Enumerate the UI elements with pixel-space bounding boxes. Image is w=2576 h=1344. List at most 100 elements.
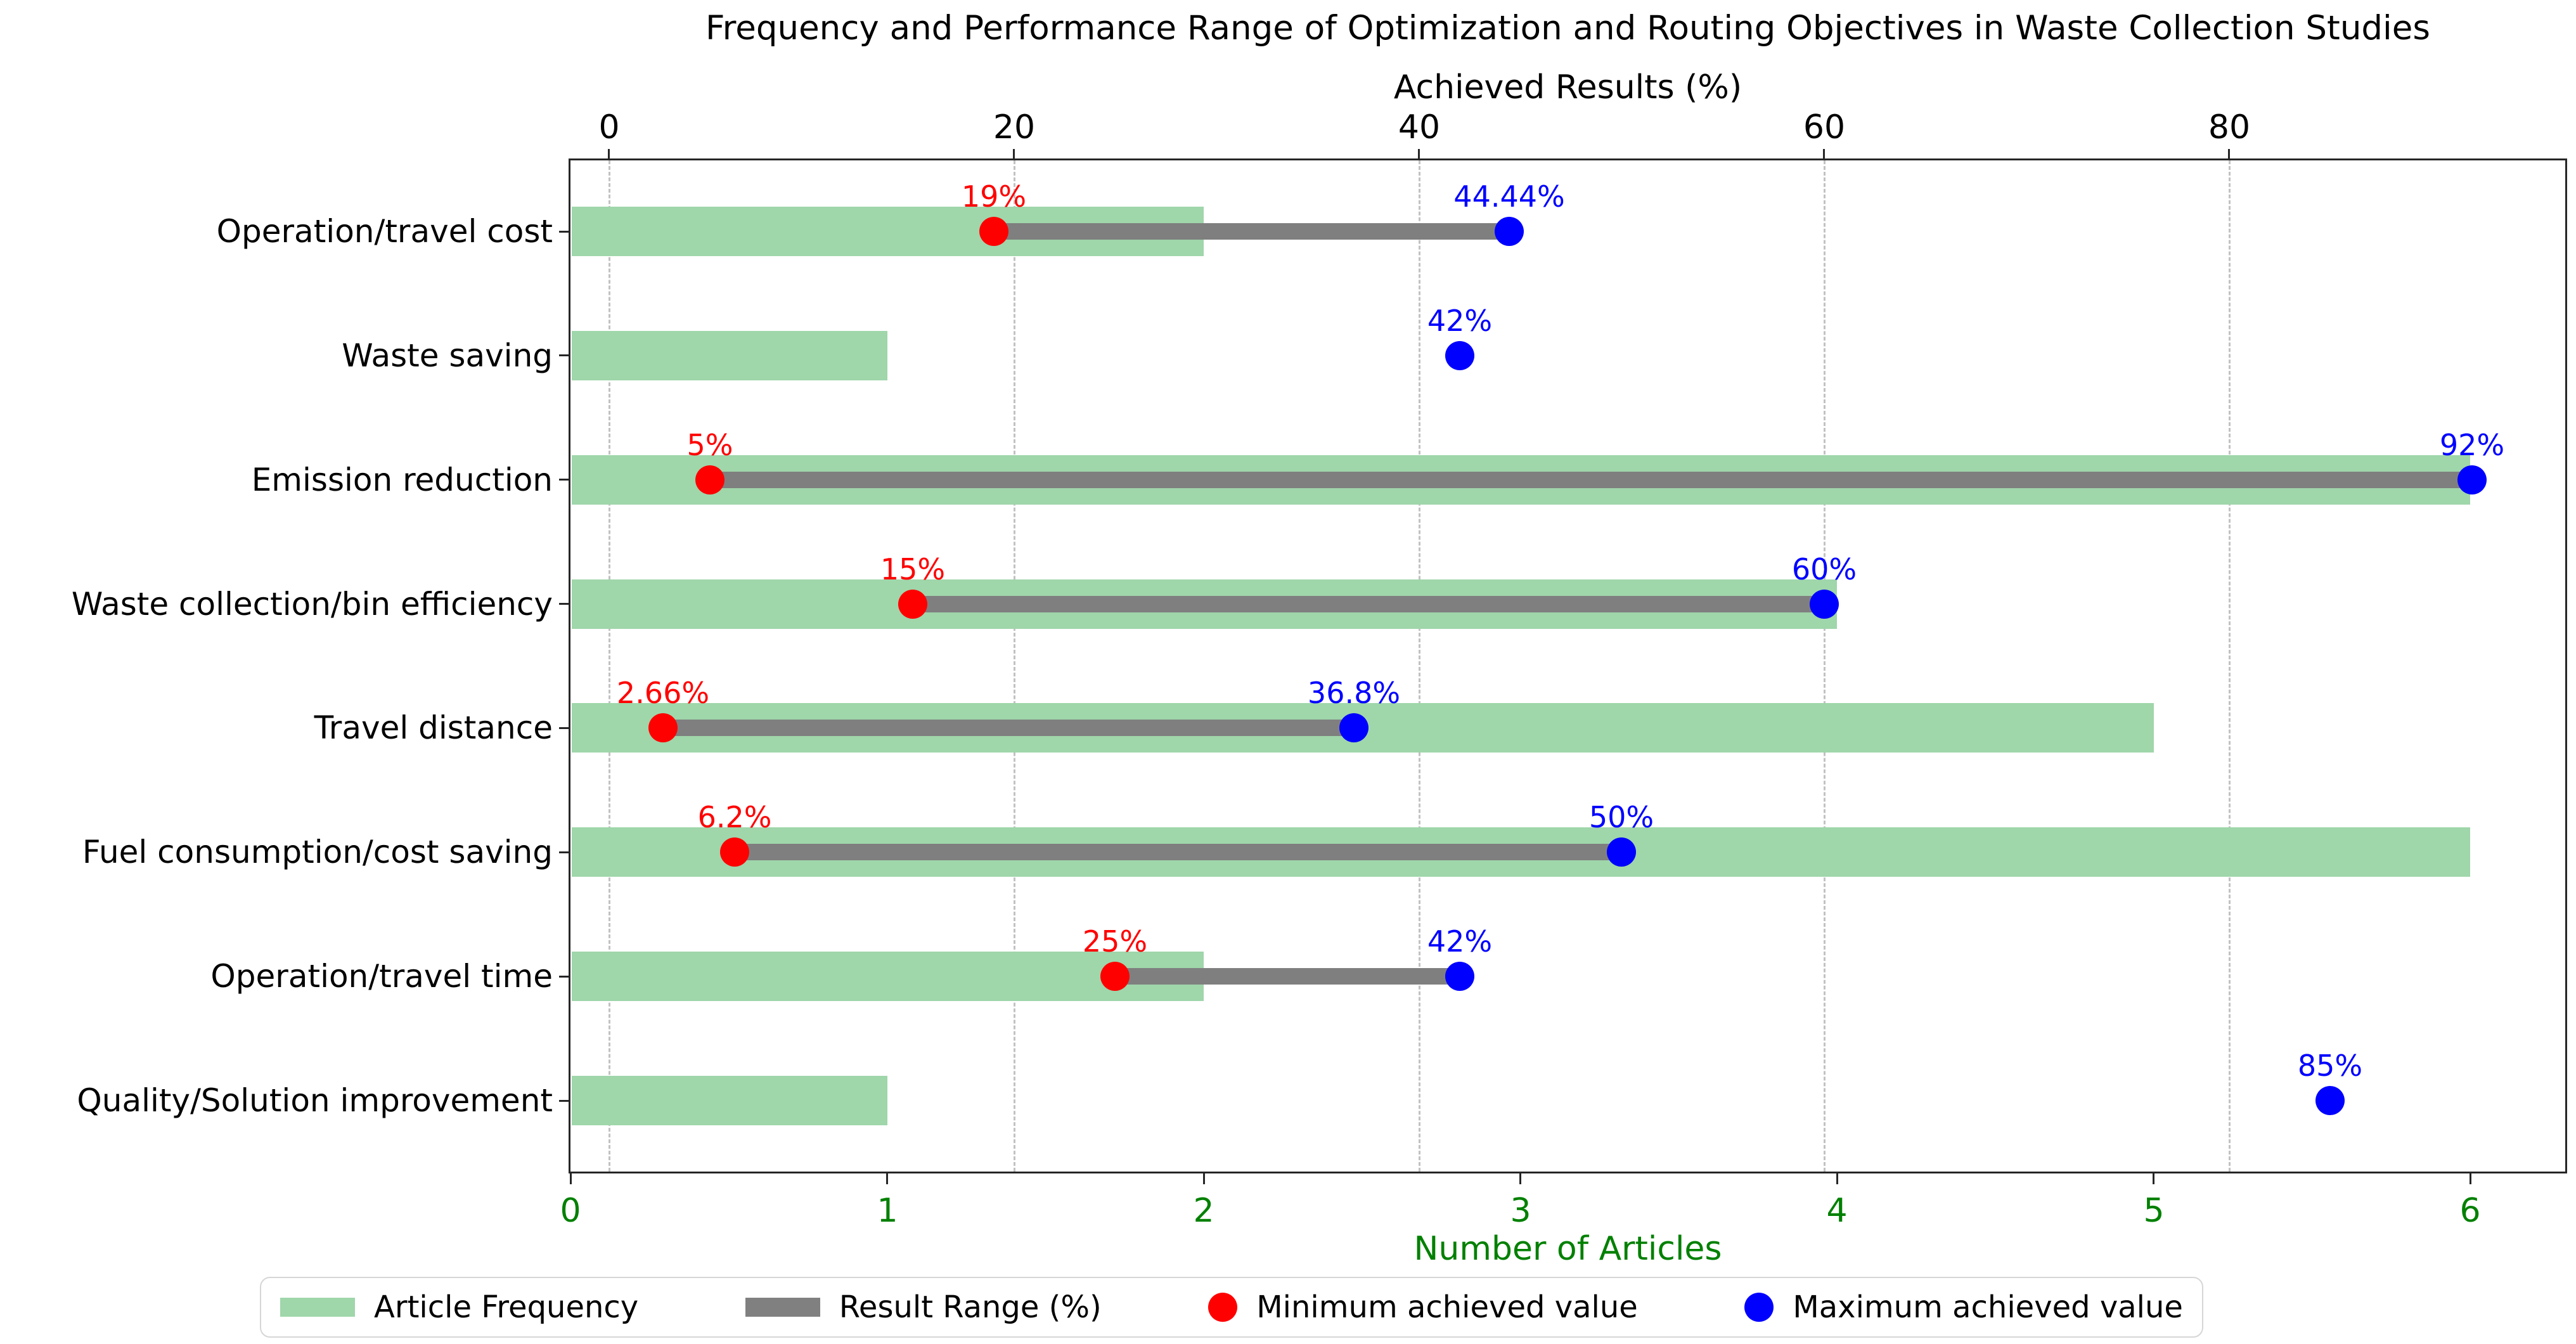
max-value-label: 44.44% — [1453, 179, 1565, 214]
top-tick-mark — [1823, 149, 1825, 158]
max-value-dot — [1810, 590, 1839, 619]
max-value-label: 85% — [2297, 1049, 2363, 1083]
top-tick-mark — [1418, 149, 1420, 158]
bottom-tick-label: 0 — [560, 1192, 581, 1230]
category-label: Waste collection/bin efficiency — [71, 586, 553, 623]
category-tick-mark — [559, 976, 569, 978]
category-label: Fuel consumption/cost saving — [82, 834, 553, 870]
max-value-label: 50% — [1588, 800, 1654, 834]
min-value-dot — [695, 465, 724, 494]
bottom-tick-label: 3 — [1510, 1192, 1531, 1230]
bottom-tick-label: 1 — [877, 1192, 898, 1230]
bottom-tick-mark — [1836, 1173, 1838, 1184]
bottom-tick-mark — [2470, 1173, 2471, 1184]
category-tick-mark — [559, 603, 569, 605]
top-tick-mark — [1013, 149, 1015, 158]
max-value-dot — [1445, 962, 1474, 991]
article-frequency-bar — [572, 952, 1204, 1001]
bottom-tick-label: 5 — [2143, 1192, 2165, 1230]
category-tick-mark — [559, 851, 569, 853]
legend-dot-swatch — [1208, 1293, 1238, 1322]
gridline — [1014, 160, 1015, 1172]
category-label: Operation/travel cost — [216, 213, 553, 250]
result-range-bar — [913, 596, 1824, 612]
result-range-bar — [1115, 968, 1459, 985]
min-value-dot — [648, 713, 678, 742]
top-tick-label: 20 — [993, 108, 1036, 146]
legend-item: Article Frequency — [280, 1289, 638, 1325]
result-range-bar — [735, 844, 1621, 860]
max-value-label: 60% — [1791, 552, 1857, 586]
bottom-tick-mark — [1203, 1173, 1205, 1184]
max-value-dot — [1339, 713, 1368, 742]
max-value-label: 36.8% — [1307, 676, 1401, 710]
min-value-label: 19% — [961, 179, 1027, 214]
bottom-tick-label: 2 — [1193, 1192, 1214, 1230]
legend-item: Result Range (%) — [745, 1289, 1102, 1325]
category-label: Emission reduction — [251, 462, 553, 498]
category-label: Quality/Solution improvement — [77, 1082, 553, 1119]
top-tick-mark — [2228, 149, 2230, 158]
bottom-tick-mark — [1519, 1173, 1521, 1184]
min-value-dot — [1100, 962, 1130, 991]
min-value-label: 2.66% — [616, 676, 710, 710]
gridline — [1419, 160, 1420, 1172]
bottom-tick-mark — [2153, 1173, 2154, 1184]
max-value-dot — [1495, 217, 1524, 246]
plot-area — [569, 158, 2567, 1173]
gridline — [2229, 160, 2231, 1172]
top-tick-label: 60 — [1803, 108, 1846, 146]
min-value-dot — [898, 590, 927, 619]
top-axis-label: Achieved Results (%) — [1393, 68, 1742, 107]
gridline — [609, 160, 610, 1172]
result-range-bar — [663, 720, 1355, 736]
min-value-dot — [720, 837, 749, 867]
bottom-tick-mark — [886, 1173, 888, 1184]
category-tick-mark — [559, 354, 569, 356]
min-value-label: 25% — [1082, 924, 1148, 959]
max-value-dot — [2315, 1086, 2345, 1115]
legend-label: Article Frequency — [374, 1289, 639, 1325]
category-label: Operation/travel time — [210, 958, 553, 995]
category-tick-mark — [559, 727, 569, 729]
category-label: Waste saving — [342, 337, 553, 374]
result-range-bar — [710, 472, 2472, 488]
top-tick-mark — [608, 149, 610, 158]
legend: Article Frequency Result Range (%) Minimum… — [260, 1277, 2203, 1338]
article-frequency-bar — [572, 1076, 887, 1125]
top-tick-label: 0 — [598, 108, 620, 146]
min-value-label: 6.2% — [697, 800, 772, 834]
result-range-bar — [994, 223, 1509, 240]
min-value-label: 15% — [880, 552, 946, 586]
top-tick-label: 80 — [2208, 108, 2251, 146]
max-value-label: 42% — [1427, 304, 1493, 338]
max-value-dot — [1607, 837, 1636, 867]
legend-label: Minimum achieved value — [1256, 1289, 1638, 1325]
legend-bar-swatch — [280, 1298, 355, 1317]
legend-bar-swatch — [745, 1298, 820, 1317]
bottom-tick-mark — [570, 1173, 572, 1184]
max-value-dot — [1445, 341, 1474, 370]
max-value-label: 92% — [2439, 428, 2505, 462]
legend-dot-swatch — [1744, 1293, 1774, 1322]
top-tick-label: 40 — [1398, 108, 1441, 146]
chart-title: Frequency and Performance Range of Optim… — [705, 9, 2431, 48]
bottom-axis-label: Number of Articles — [1414, 1230, 1722, 1268]
gridline — [1824, 160, 1826, 1172]
category-tick-mark — [559, 1100, 569, 1102]
min-value-label: 5% — [686, 428, 733, 462]
legend-item: Maximum achieved value — [1744, 1289, 2183, 1325]
article-frequency-bar — [572, 331, 887, 380]
legend-item: Minimum achieved value — [1208, 1289, 1638, 1325]
legend-label: Maximum achieved value — [1793, 1289, 2183, 1325]
bottom-tick-label: 4 — [1826, 1192, 1848, 1230]
min-value-dot — [979, 217, 1008, 246]
category-label: Travel distance — [314, 709, 553, 746]
category-tick-mark — [559, 479, 569, 481]
category-tick-mark — [559, 231, 569, 233]
max-value-label: 42% — [1427, 924, 1493, 959]
max-value-dot — [2457, 465, 2487, 494]
bottom-tick-label: 6 — [2459, 1192, 2481, 1230]
legend-label: Result Range (%) — [839, 1289, 1102, 1325]
